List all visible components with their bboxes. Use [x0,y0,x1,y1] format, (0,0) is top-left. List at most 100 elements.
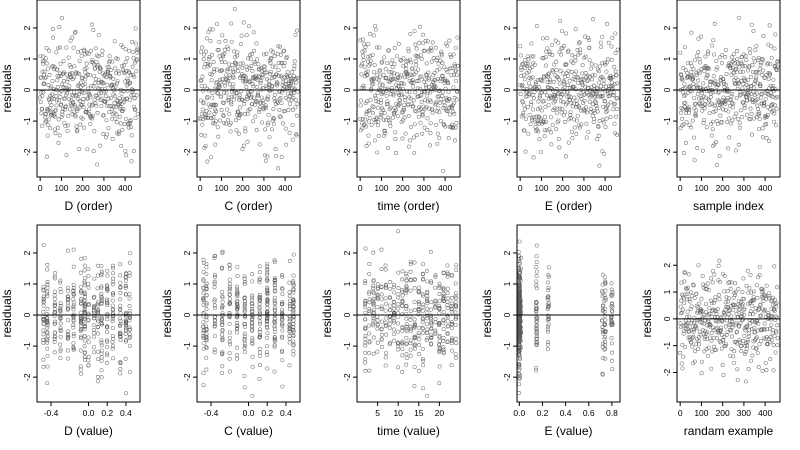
data-point [547,52,552,57]
data-point [409,60,414,65]
data-point [698,60,703,65]
x-tick-label: 400 [758,408,772,418]
data-point [220,265,224,270]
data-point [524,90,529,95]
data-point [52,276,57,281]
data-point [287,280,292,285]
data-point [420,292,425,297]
points-group [518,17,620,168]
data-point [689,64,694,69]
data-point [439,51,444,56]
data-point [538,105,543,110]
data-point [433,331,438,336]
data-point [578,94,583,99]
data-point [711,335,716,340]
data-point [110,316,115,321]
data-point [683,292,688,297]
data-point [703,101,708,106]
data-point [441,271,446,276]
data-point [611,107,616,112]
data-point [681,331,686,336]
data-point [132,107,137,112]
data-point [773,123,778,128]
data-point [223,39,228,44]
data-point [100,81,105,86]
data-point [767,296,772,301]
data-point [260,120,264,125]
data-point [204,331,209,336]
data-point [518,91,523,96]
data-point [585,85,590,90]
data-point [218,118,223,123]
data-point [431,56,436,61]
data-point [517,276,522,280]
data-point [425,116,430,121]
data-point [455,63,460,68]
data-point [687,297,692,302]
data-point [584,110,589,115]
data-point [65,286,70,291]
x-axis-label: randam example [684,424,774,438]
data-point [710,127,715,132]
data-point [577,125,582,130]
data-point [291,334,296,339]
data-point [235,291,240,296]
y-tick-label: 0 [182,87,192,92]
data-point [761,68,765,73]
data-point [65,294,70,299]
data-point [269,127,274,132]
data-point [607,93,612,98]
data-point [688,307,693,312]
data-point [752,330,757,335]
data-point [453,291,458,296]
data-point [66,356,71,361]
data-point [201,57,206,62]
data-point [369,77,374,82]
data-point [412,260,417,265]
data-point [212,281,217,286]
data-point [451,125,456,130]
data-point [270,64,275,69]
data-point [774,106,779,111]
data-point [773,95,778,100]
data-point [573,77,577,82]
data-point [91,345,96,350]
y-tick-label: 1 [342,281,352,286]
data-point [93,101,98,106]
data-point [568,110,573,115]
data-point [420,317,425,322]
data-point [529,54,534,59]
data-point [363,360,368,365]
data-point [272,258,277,263]
data-point [41,284,46,289]
data-point [696,342,701,347]
data-point [228,120,233,125]
data-point [742,352,747,357]
data-point [767,294,772,299]
data-point [703,310,708,315]
data-point [96,379,101,384]
data-point [740,115,745,120]
data-point [58,61,63,66]
data-point [437,291,442,296]
data-point [449,363,454,368]
data-point [375,282,380,287]
data-point [44,112,49,117]
data-point [429,320,434,325]
data-point [101,80,106,85]
data-point [250,340,255,345]
data-point [736,299,741,304]
data-point [408,31,413,36]
data-point [437,333,442,338]
data-point [416,337,421,342]
data-point [601,93,605,98]
data-point [371,351,376,356]
data-point [127,309,132,314]
data-point [256,62,261,67]
data-point [729,55,734,60]
data-point [746,84,751,89]
data-point [275,81,280,86]
data-point [71,334,76,339]
data-point [534,330,539,335]
data-point [766,291,771,296]
